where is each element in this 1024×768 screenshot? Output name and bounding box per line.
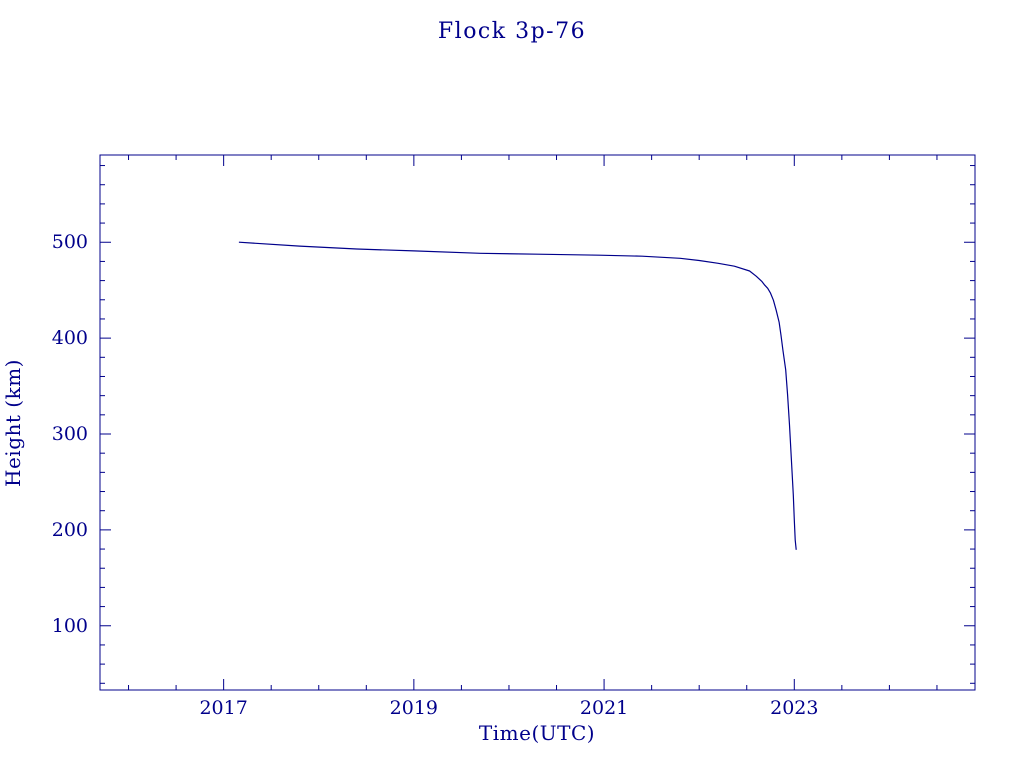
x-tick-label: 2017 bbox=[199, 697, 247, 719]
plot-area: 2017 2019 2021 2023 100 200 300 400 500 bbox=[52, 154, 976, 719]
plot-border bbox=[99, 154, 976, 691]
y-tick-label: 100 bbox=[52, 615, 88, 637]
y-tick-label: 400 bbox=[52, 327, 88, 349]
chart-title: Flock 3p-76 bbox=[438, 19, 586, 44]
x-axis-label: Time(UTC) bbox=[479, 721, 595, 745]
x-tick-label: 2019 bbox=[390, 697, 438, 719]
x-tick-label: 2021 bbox=[580, 697, 628, 719]
x-tick-label: 2023 bbox=[770, 697, 818, 719]
y-tick-label: 200 bbox=[52, 519, 88, 541]
height-decay-line bbox=[238, 241, 797, 550]
y-axis-label: Height (km) bbox=[1, 359, 25, 487]
y-tick-label: 300 bbox=[52, 423, 88, 445]
y-tick-label: 500 bbox=[52, 231, 88, 253]
